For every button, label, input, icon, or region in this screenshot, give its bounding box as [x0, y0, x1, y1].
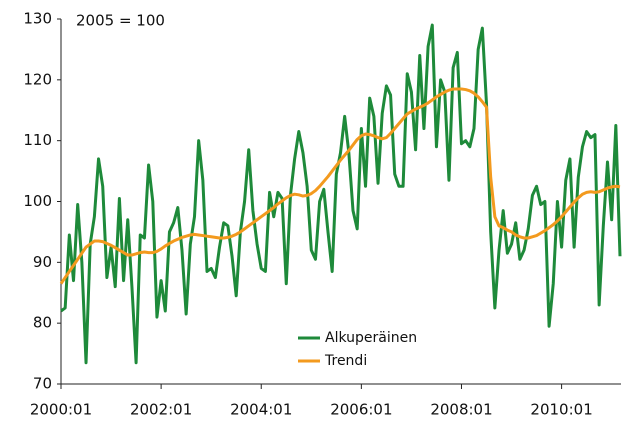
y-tick-label: 90: [33, 253, 52, 271]
y-tick-label: 100: [23, 192, 52, 210]
y-tick-label: 110: [23, 131, 52, 149]
y-tick-label: 70: [33, 375, 52, 393]
y-tick-label: 120: [23, 70, 52, 88]
x-tick-label: 2006:01: [330, 401, 392, 419]
series-line: [60, 23, 622, 365]
x-tick-label: 2010:01: [530, 401, 592, 419]
x-tick-label: 2002:01: [130, 401, 192, 419]
series-line: [59, 87, 621, 285]
y-tick-label: 130: [23, 10, 52, 28]
legend-label: Alkuperäinen: [325, 330, 417, 346]
y-tick-label: 80: [33, 314, 52, 332]
x-tick-label: 2008:01: [430, 401, 492, 419]
legend-label: Trendi: [324, 353, 367, 369]
annotation: 2005 = 100: [76, 12, 165, 30]
x-tick-label: 2004:01: [230, 401, 292, 419]
x-tick-label: 2000:01: [30, 401, 92, 419]
